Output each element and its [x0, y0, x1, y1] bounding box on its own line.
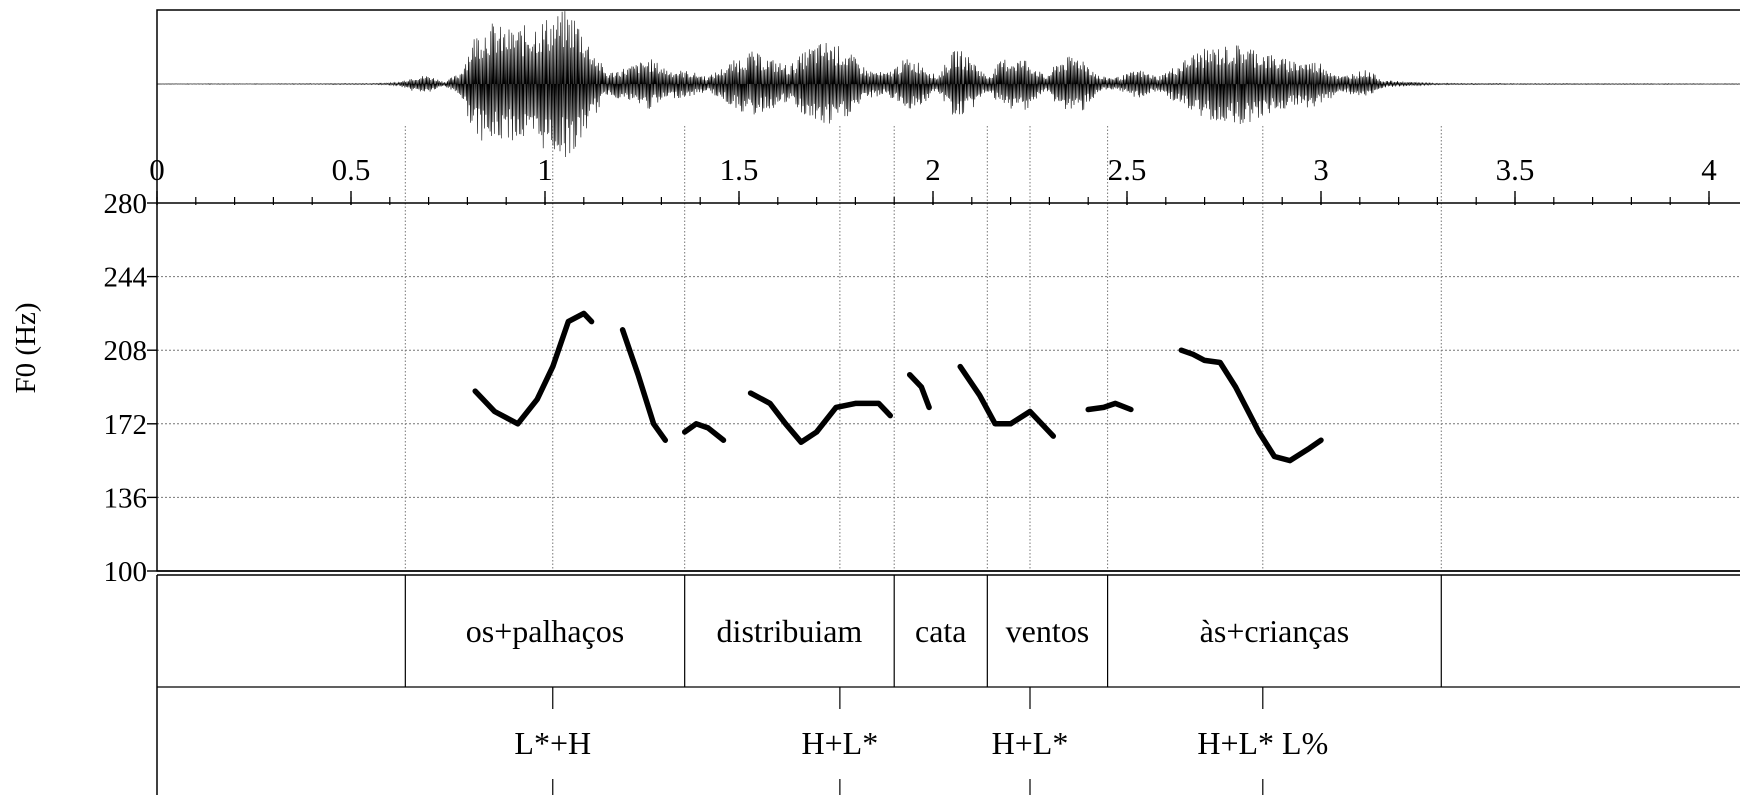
f0-segment-0-6: [1085, 400, 1134, 413]
y-tick-label-4: 244: [104, 262, 148, 294]
x-tick-label-0: 0: [149, 152, 165, 187]
x-tick-label-8: 4: [1701, 152, 1717, 187]
word-tier: os+palhaços distribuiam cata ventos às+crian…: [466, 613, 1349, 649]
y-tick-label-1: 136: [104, 482, 148, 514]
x-tick-label-7: 3.5: [1496, 152, 1535, 187]
word-label-4: às+crianças: [1200, 613, 1350, 649]
x-tick-label-4: 2: [925, 152, 941, 187]
f0-segment-0-1: [619, 327, 669, 443]
tone-label-2: H+L*: [992, 725, 1069, 761]
y-tick-label-2: 172: [104, 409, 148, 441]
f0-segment-0-5: [957, 363, 1057, 439]
y-tick-label-3: 208: [104, 335, 148, 367]
f0-segment-0-7: [1178, 347, 1324, 464]
x-tick-label-5: 2.5: [1108, 152, 1147, 187]
word-label-0: os+palhaços: [466, 613, 624, 649]
tone-tier: L*+H H+L* H+L* H+L* L%: [514, 687, 1328, 795]
tone-label-1: H+L*: [802, 725, 879, 761]
y-tick-label-5: 280: [104, 188, 148, 220]
word-label-2: cata: [915, 613, 967, 649]
f0-segment-0-4: [906, 371, 932, 411]
f0-axis: 100 136 172 208 244 280: [104, 188, 157, 588]
x-tick-label-2: 1: [537, 152, 553, 187]
x-tick-label-3: 1.5: [720, 152, 759, 187]
y-axis-label: F0 (Hz): [10, 302, 42, 393]
tone-label-0: L*+H: [514, 725, 591, 761]
x-tick-label-1: 0.5: [332, 152, 371, 187]
waveform: [156, 11, 1740, 158]
interval-boundaries: [404, 126, 1442, 687]
tone-label-3: H+L* L%: [1197, 725, 1328, 761]
f0-segment-0-0: [472, 310, 595, 427]
f0-segment-0-2: [681, 421, 727, 443]
y-tick-label-0: 100: [104, 556, 148, 588]
time-axis: 0 0.5 1 1.5 2 2.5 3 3.5 4: [149, 152, 1717, 205]
word-label-3: ventos: [1006, 613, 1090, 649]
x-tick-label-6: 3: [1313, 152, 1329, 187]
panel-frames: [156, 9, 1740, 795]
word-label-1: distribuiam: [717, 613, 863, 649]
f0-curve: [472, 310, 1324, 464]
grid-lines: [157, 276, 1740, 498]
f0-segment-0-3: [747, 390, 894, 445]
